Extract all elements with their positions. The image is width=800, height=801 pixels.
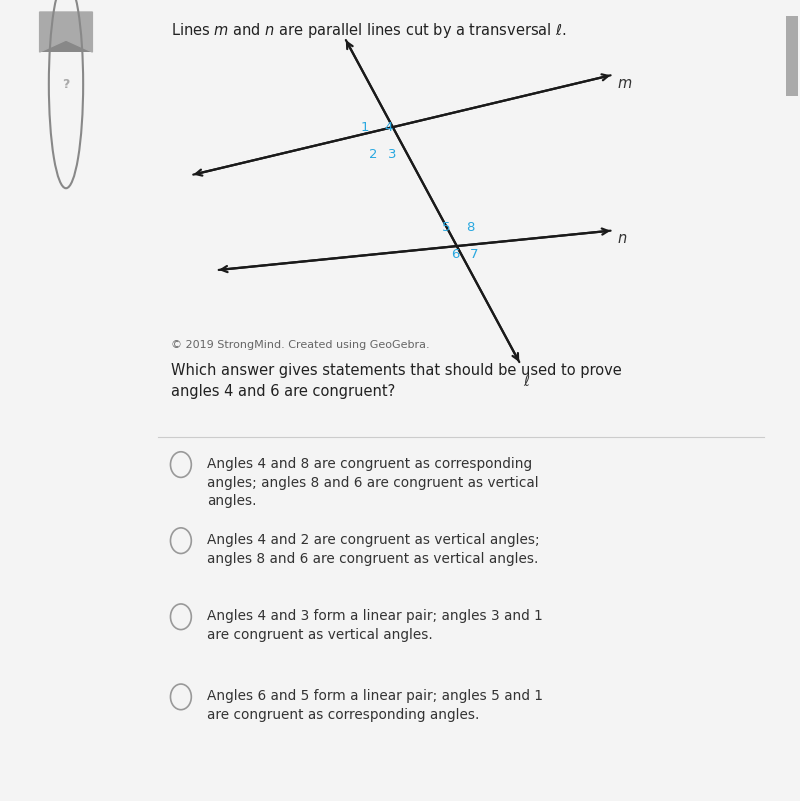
Text: © 2019 StrongMind. Created using GeoGebra.: © 2019 StrongMind. Created using GeoGebr… — [171, 340, 430, 350]
Text: Angles 4 and 2 are congruent as vertical angles;
angles 8 and 6 are congruent as: Angles 4 and 2 are congruent as vertical… — [207, 533, 540, 566]
Text: 4: 4 — [384, 121, 393, 134]
Text: Angles 6 and 5 form a linear pair; angles 5 and 1
are congruent as corresponding: Angles 6 and 5 form a linear pair; angle… — [207, 689, 543, 722]
Text: 1: 1 — [360, 121, 369, 134]
Text: $m$: $m$ — [617, 76, 632, 91]
Text: $n$: $n$ — [617, 231, 627, 246]
FancyBboxPatch shape — [40, 16, 92, 52]
Text: Which answer gives statements that should be used to prove
angles 4 and 6 are co: Which answer gives statements that shoul… — [171, 363, 622, 399]
Text: 7: 7 — [470, 248, 478, 261]
Polygon shape — [40, 12, 92, 52]
Text: Lines $m$ and $n$ are parallel lines cut by a transversal $\ell$.: Lines $m$ and $n$ are parallel lines cut… — [171, 21, 566, 40]
Text: 8: 8 — [466, 221, 474, 234]
Text: 6: 6 — [451, 248, 459, 261]
Text: 2: 2 — [370, 148, 378, 161]
Text: Angles 4 and 3 form a linear pair; angles 3 and 1
are congruent as vertical angl: Angles 4 and 3 form a linear pair; angle… — [207, 609, 542, 642]
FancyBboxPatch shape — [786, 16, 798, 96]
Text: Angles 4 and 8 are congruent as corresponding
angles; angles 8 and 6 are congrue: Angles 4 and 8 are congruent as correspo… — [207, 457, 538, 509]
Text: $\ell$: $\ell$ — [522, 374, 530, 389]
Text: 3: 3 — [388, 148, 397, 161]
Text: ?: ? — [62, 78, 70, 91]
Text: 5: 5 — [442, 221, 450, 234]
